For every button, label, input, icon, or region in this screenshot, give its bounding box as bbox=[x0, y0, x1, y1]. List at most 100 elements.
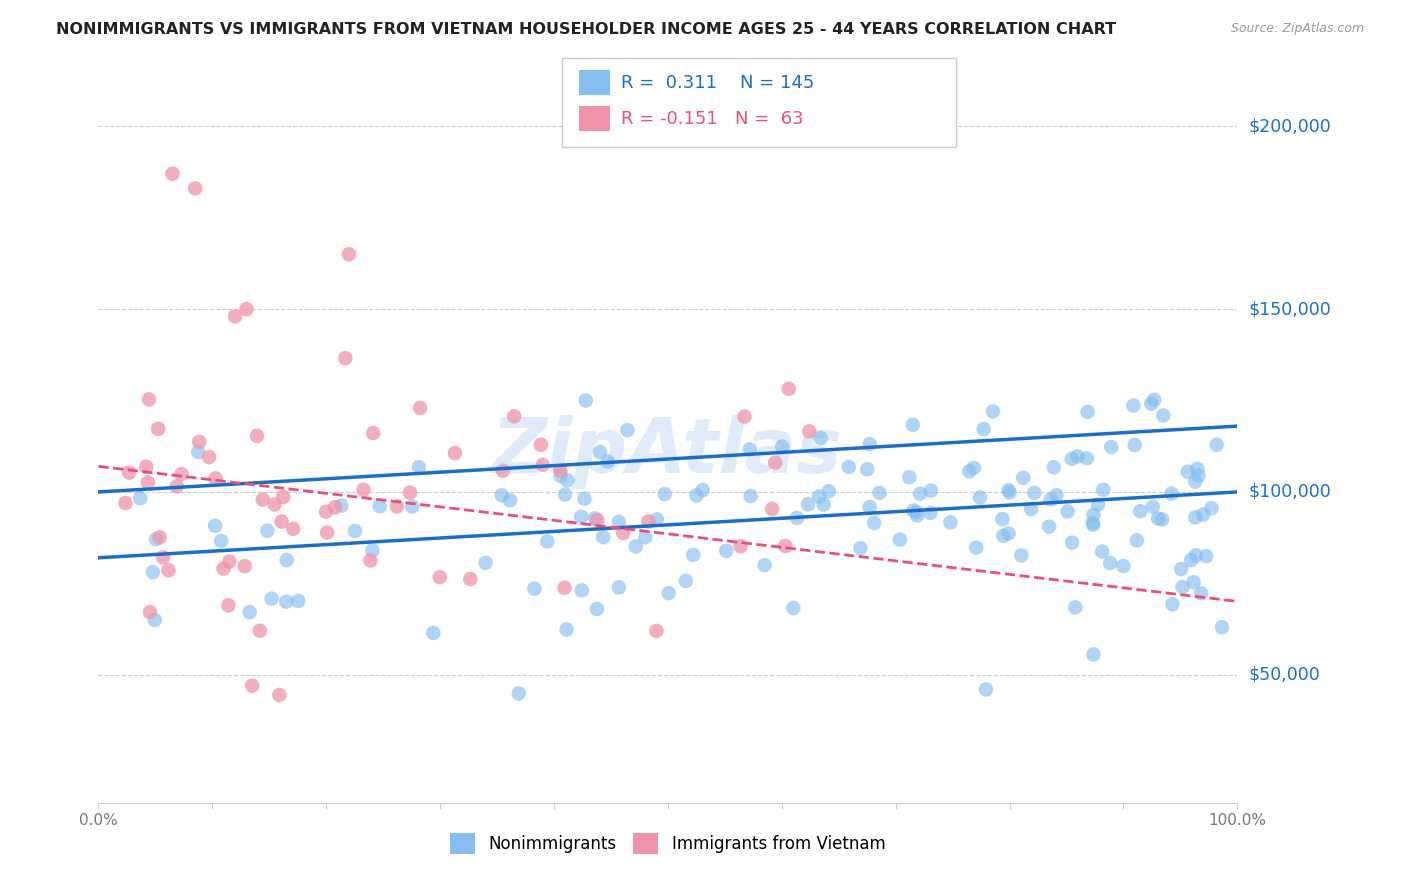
Point bbox=[209, 533, 232, 548]
Point bbox=[1062, 535, 1084, 549]
Point bbox=[571, 583, 593, 598]
Point bbox=[235, 301, 257, 317]
Point bbox=[770, 440, 793, 454]
Point bbox=[1042, 460, 1064, 475]
Point bbox=[118, 466, 141, 480]
Point bbox=[654, 487, 676, 501]
Point bbox=[1143, 392, 1166, 407]
Text: R = -0.151   N =  63: R = -0.151 N = 63 bbox=[621, 110, 804, 128]
Point bbox=[1189, 586, 1212, 600]
Point bbox=[399, 485, 422, 500]
Point bbox=[233, 559, 256, 574]
Point bbox=[1152, 409, 1174, 423]
Point bbox=[1161, 597, 1184, 611]
Point bbox=[269, 688, 291, 702]
Point bbox=[863, 516, 886, 530]
Point bbox=[685, 488, 707, 502]
Point bbox=[1066, 450, 1088, 464]
Point bbox=[474, 556, 496, 570]
Point bbox=[523, 582, 546, 596]
Point bbox=[1012, 471, 1035, 485]
Point bbox=[1076, 451, 1098, 466]
Point bbox=[353, 483, 375, 497]
Point bbox=[157, 563, 180, 577]
Point bbox=[1112, 559, 1135, 574]
Point bbox=[409, 401, 432, 415]
Text: $150,000: $150,000 bbox=[1249, 300, 1331, 318]
Point bbox=[460, 572, 482, 586]
Text: ZipAtlas: ZipAtlas bbox=[492, 415, 844, 489]
Point bbox=[898, 470, 921, 484]
Point bbox=[1092, 483, 1115, 497]
Point bbox=[114, 496, 136, 510]
Point bbox=[1038, 519, 1060, 533]
Point bbox=[905, 505, 928, 519]
Point bbox=[212, 561, 235, 575]
Point bbox=[1160, 486, 1182, 500]
Point bbox=[1083, 508, 1105, 522]
Point bbox=[270, 515, 292, 529]
Point bbox=[901, 417, 924, 432]
Point bbox=[536, 534, 558, 549]
Point bbox=[1056, 504, 1078, 518]
Point bbox=[256, 524, 278, 538]
Point bbox=[574, 491, 596, 506]
Point bbox=[249, 624, 271, 638]
Point bbox=[361, 543, 384, 558]
Point bbox=[146, 422, 169, 436]
Point bbox=[1142, 500, 1164, 514]
Point bbox=[276, 553, 298, 567]
Point bbox=[162, 167, 184, 181]
Point bbox=[152, 550, 174, 565]
Point bbox=[1184, 475, 1206, 489]
Point bbox=[973, 422, 995, 436]
Point bbox=[530, 438, 553, 452]
Text: $50,000: $50,000 bbox=[1249, 665, 1320, 684]
Point bbox=[1170, 562, 1192, 576]
Point bbox=[149, 530, 172, 544]
Point bbox=[1083, 648, 1105, 662]
Point bbox=[224, 310, 246, 324]
Point bbox=[903, 503, 925, 517]
Point bbox=[586, 602, 609, 616]
Point bbox=[1192, 508, 1215, 522]
Point bbox=[575, 393, 598, 408]
Point bbox=[1039, 492, 1062, 507]
Point bbox=[1091, 544, 1114, 558]
Point bbox=[361, 425, 384, 440]
Point bbox=[240, 679, 263, 693]
Point bbox=[997, 526, 1019, 541]
Point bbox=[607, 515, 630, 529]
Point bbox=[634, 530, 657, 544]
Point bbox=[586, 513, 609, 527]
Point bbox=[838, 459, 860, 474]
Point bbox=[799, 425, 821, 439]
Point bbox=[1045, 488, 1067, 502]
Point bbox=[596, 454, 619, 468]
Point bbox=[260, 591, 283, 606]
Point bbox=[965, 541, 987, 555]
Point bbox=[550, 469, 572, 483]
Point bbox=[775, 539, 797, 553]
Point bbox=[335, 351, 357, 366]
Point bbox=[856, 462, 879, 476]
Point bbox=[682, 548, 704, 562]
Point bbox=[143, 613, 166, 627]
Point bbox=[993, 529, 1015, 543]
Point bbox=[239, 605, 262, 619]
Point bbox=[166, 479, 188, 493]
Point bbox=[889, 533, 911, 547]
Point bbox=[337, 247, 360, 261]
Point bbox=[368, 500, 391, 514]
Point bbox=[645, 624, 668, 638]
Point bbox=[408, 460, 430, 475]
Point bbox=[869, 486, 891, 500]
Text: NONIMMIGRANTS VS IMMIGRANTS FROM VIETNAM HOUSEHOLDER INCOME AGES 25 - 44 YEARS C: NONIMMIGRANTS VS IMMIGRANTS FROM VIETNAM… bbox=[56, 22, 1116, 37]
Point bbox=[1010, 549, 1032, 563]
Point bbox=[1187, 462, 1209, 476]
Point bbox=[981, 404, 1004, 418]
Point bbox=[252, 492, 274, 507]
Point bbox=[1184, 510, 1206, 524]
Point bbox=[692, 483, 714, 497]
Point bbox=[401, 500, 423, 514]
